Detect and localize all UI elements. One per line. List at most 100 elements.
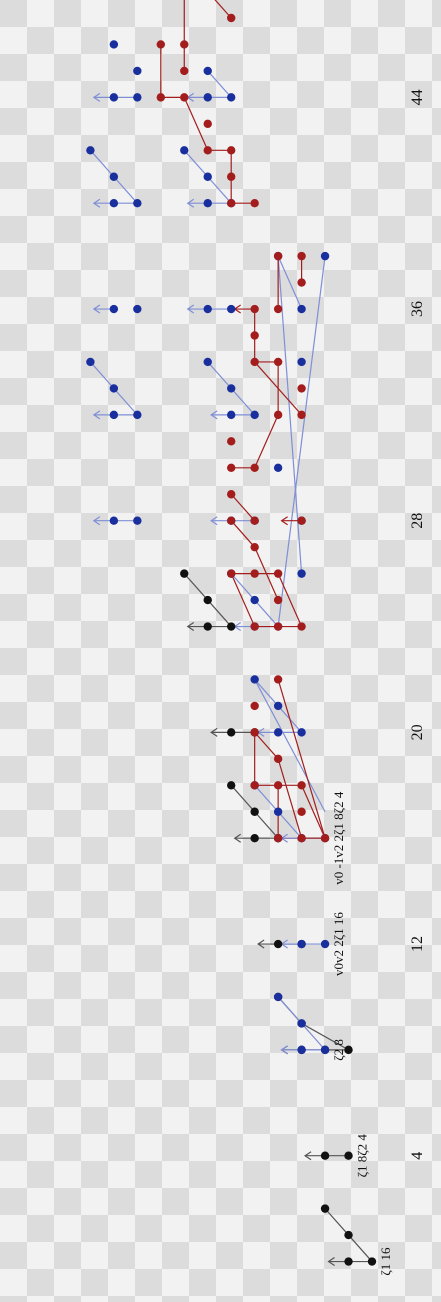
checker-cell [297,135,324,162]
checker-cell [297,1215,324,1242]
x-tick-label: 20 [409,724,426,740]
checker-cell [432,675,441,702]
checker-cell [162,648,189,675]
checker-cell [324,297,351,324]
checker-cell [162,270,189,297]
checker-cell [243,432,270,459]
checker-cell [54,1269,81,1296]
checker-cell [378,1215,405,1242]
checker-cell [351,324,378,351]
red-differential-line [230,493,256,522]
checker-cell [405,1107,432,1134]
checker-cell [297,864,324,891]
checker-cell [378,108,405,135]
checker-cell [432,378,441,405]
checker-cell [351,864,378,891]
red-class-dot [250,304,259,314]
blue-differential-line [277,256,326,627]
checker-cell [135,1269,162,1296]
checker-cell [432,810,441,837]
checker-cell [54,783,81,810]
checker-cell [27,135,54,162]
checker-cell [54,1053,81,1080]
checker-cell [27,1215,54,1242]
checker-cell [216,648,243,675]
checker-cell [135,1296,162,1302]
checker-cell [108,216,135,243]
checker-cell [54,162,81,189]
checker-cell [243,216,270,243]
black-class-dot [227,728,236,737]
checker-cell [432,1026,441,1053]
blue-class-dot [273,728,283,737]
blue-class-dot [320,1045,330,1055]
checker-cell [378,135,405,162]
checker-cell [378,0,405,27]
checker-cell [108,1269,135,1296]
checker-cell [405,1080,432,1107]
checker-cell [378,621,405,648]
checker-cell [189,297,216,324]
checker-cell [54,999,81,1026]
blue-class-dot [203,304,212,314]
checker-cell [81,324,108,351]
red-differential-line [254,361,303,416]
red-class-dot [227,172,236,181]
checker-cell [351,270,378,297]
blue-class-dot [203,172,212,181]
black-arrow-head [327,1257,335,1267]
checker-cell [378,945,405,972]
checker-cell [216,1134,243,1161]
checker-cell [162,918,189,945]
checker-cell [378,243,405,270]
checker-cell [0,675,27,702]
checker-cell [54,567,81,594]
checker-cell [324,405,351,432]
checker-cell [162,405,189,432]
checker-cell [0,1296,27,1302]
checker-cell [378,1188,405,1215]
checker-cell [162,0,189,27]
checker-cell [432,567,441,594]
checker-cell [135,243,162,270]
checker-cell [108,432,135,459]
checker-cell [162,1107,189,1134]
checker-cell [27,702,54,729]
red-differential-line [214,0,232,19]
checker-cell [297,324,324,351]
checker-cell [81,729,108,756]
checker-cell [189,1242,216,1269]
checker-cell [351,0,378,27]
checker-cell [405,351,432,378]
red-class-dot [250,357,259,367]
checker-cell [135,1242,162,1269]
red-class-dot [250,199,259,208]
checker-cell [432,297,441,324]
checker-cell [0,702,27,729]
checker-cell [81,513,108,540]
checker-cell [81,918,108,945]
checker-cell [0,999,27,1026]
checker-cell [54,1296,81,1302]
checker-cell [405,1026,432,1053]
checker-cell [432,1161,441,1188]
checker-cell [378,648,405,675]
checker-cell [243,1134,270,1161]
checker-cell [405,675,432,702]
red-class-dot [227,13,236,23]
checker-cell [216,1296,243,1302]
checker-cell [0,945,27,972]
checker-cell [27,1242,54,1269]
checker-cell [243,1296,270,1302]
red-class-dot [227,199,236,208]
checker-cell [378,216,405,243]
checker-cell [27,1080,54,1107]
checker-cell [54,405,81,432]
checker-cell [135,1107,162,1134]
red-differential-line [254,414,279,469]
checker-cell [162,1296,189,1302]
red-class-dot [227,463,236,472]
checker-cell [162,324,189,351]
checker-cell [189,27,216,54]
